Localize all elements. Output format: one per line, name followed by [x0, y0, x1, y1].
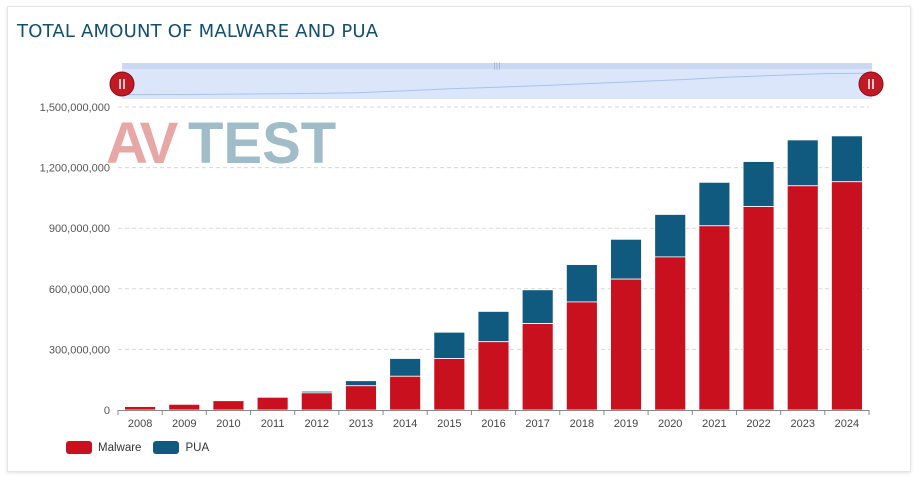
x-tick-label: 2011: [261, 418, 285, 430]
bar-pua-2020[interactable]: [654, 214, 687, 258]
y-tick-label: 1,200,000,000: [40, 163, 110, 175]
bar-pua-2016[interactable]: [477, 311, 510, 343]
legend-swatch-pua: [153, 441, 180, 454]
y-tick-label: 900,000,000: [49, 223, 110, 235]
navigator-line: [121, 72, 873, 96]
bar-pua-2013[interactable]: [345, 380, 377, 387]
x-tick-label: 2024: [835, 418, 859, 430]
x-tick-label: 2013: [349, 418, 373, 430]
y-tick-label: 300,000,000: [49, 344, 110, 356]
legend-item-pua[interactable]: PUA: [153, 441, 209, 454]
x-tick-label: 2023: [790, 418, 814, 430]
bar-malware-2021[interactable]: [698, 225, 731, 411]
bar-malware-2020[interactable]: [654, 256, 687, 411]
x-tick-label: 2017: [525, 418, 549, 430]
bar-malware-2017[interactable]: [521, 323, 554, 411]
legend: Malware PUA: [66, 441, 209, 454]
bar-malware-2016[interactable]: [477, 341, 510, 411]
logo-test: TEST: [188, 111, 336, 176]
navigator-handle-right[interactable]: [858, 71, 884, 97]
bar-malware-2012[interactable]: [300, 392, 333, 411]
legend-label-malware: Malware: [98, 441, 142, 454]
chart-title: TOTAL AMOUNT OF MALWARE AND PUA: [17, 21, 379, 42]
legend-label-pua: PUA: [185, 441, 210, 454]
legend-item-malware[interactable]: Malware: [66, 441, 141, 454]
y-tick-label: 0: [104, 405, 110, 417]
bar-malware-2010[interactable]: [212, 400, 245, 411]
x-tick-label: 2012: [305, 418, 329, 430]
bar-pua-2024[interactable]: [831, 135, 863, 183]
x-tick-label: 2020: [658, 418, 682, 430]
bar-pua-2015[interactable]: [433, 331, 466, 359]
bar-pua-2017[interactable]: [521, 289, 554, 324]
bar-pua-2014[interactable]: [389, 358, 422, 377]
bar-malware-2023[interactable]: [786, 185, 819, 411]
bar-malware-2011[interactable]: [256, 396, 289, 411]
x-tick-label: 2021: [702, 418, 726, 430]
x-tick-label: 2009: [172, 418, 196, 430]
bar-malware-2014[interactable]: [389, 375, 422, 411]
bar-malware-2013[interactable]: [345, 385, 377, 411]
navigator-track[interactable]: [122, 63, 872, 69]
x-tick-label: 2008: [128, 418, 152, 430]
bar-malware-2022[interactable]: [742, 206, 775, 411]
x-tick-label: 2022: [746, 418, 770, 430]
x-tick-label: 2015: [437, 418, 461, 430]
y-tick-label: 600,000,000: [49, 284, 110, 296]
bar-pua-2019[interactable]: [610, 238, 642, 280]
bar-malware-2008[interactable]: [124, 406, 156, 411]
bar-malware-2024[interactable]: [831, 181, 863, 411]
x-tick-label: 2014: [393, 418, 417, 430]
bar-malware-2019[interactable]: [610, 278, 642, 411]
x-tick-label: 2016: [481, 418, 505, 430]
bar-malware-2009[interactable]: [168, 403, 201, 411]
y-tick-label: 1,500,000,000: [40, 102, 110, 114]
bar-malware-2015[interactable]: [433, 358, 466, 411]
navigator-grip[interactable]: |||: [493, 62, 500, 70]
x-tick-label: 2010: [216, 418, 240, 430]
navigator-handle-left[interactable]: [109, 71, 135, 97]
bar-pua-2023[interactable]: [786, 139, 819, 187]
legend-swatch-malware: [66, 441, 92, 454]
bar-malware-2018[interactable]: [565, 301, 598, 411]
bar-pua-2021[interactable]: [698, 181, 731, 227]
x-tick-label: 2018: [570, 418, 594, 430]
x-tick-label: 2019: [614, 418, 638, 430]
logo-av: AV: [106, 111, 179, 176]
bar-pua-2018[interactable]: [565, 264, 598, 303]
bar-pua-2022[interactable]: [742, 161, 775, 207]
